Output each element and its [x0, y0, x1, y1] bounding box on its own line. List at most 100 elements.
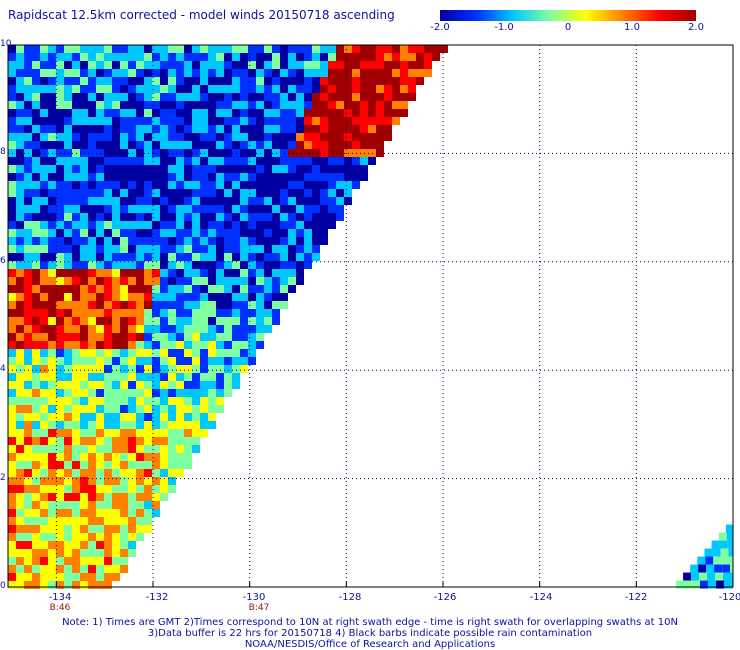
wind-cell — [96, 45, 104, 53]
wind-cell — [723, 580, 732, 589]
wind-cell — [104, 357, 112, 365]
wind-cell — [96, 565, 104, 573]
y-tick-label: 4 — [0, 364, 6, 374]
wind-cell — [72, 277, 80, 285]
wind-cell — [160, 341, 168, 349]
wind-cell — [304, 189, 312, 197]
wind-cell — [128, 101, 136, 109]
wind-cell — [320, 69, 328, 77]
wind-cell — [120, 181, 128, 189]
wind-cell — [216, 117, 224, 125]
wind-cell — [24, 141, 32, 149]
wind-cell — [208, 213, 216, 221]
wind-cell — [120, 117, 128, 125]
wind-cell — [296, 101, 304, 109]
wind-cell — [192, 405, 200, 413]
wind-cell — [96, 557, 104, 565]
wind-cell — [176, 365, 184, 373]
wind-cell — [320, 237, 328, 245]
wind-cell — [224, 189, 232, 197]
wind-cell — [56, 517, 64, 525]
wind-cell — [296, 125, 304, 133]
wind-cell — [360, 165, 368, 173]
wind-cell — [272, 173, 280, 181]
wind-cell — [224, 85, 232, 93]
wind-cell — [128, 205, 136, 213]
wind-cell — [264, 317, 272, 325]
wind-cell — [312, 157, 320, 165]
wind-cell — [136, 285, 144, 293]
wind-cell — [112, 317, 120, 325]
wind-cell — [152, 213, 160, 221]
wind-cell — [288, 277, 296, 285]
wind-cell — [32, 357, 40, 365]
x-tick-label: -126 — [433, 592, 457, 603]
wind-cell — [72, 445, 80, 453]
wind-cell — [40, 541, 48, 549]
wind-cell — [112, 109, 120, 117]
wind-cell — [72, 101, 80, 109]
wind-cell — [24, 477, 32, 485]
wind-cell — [731, 580, 733, 589]
wind-cell — [96, 365, 104, 373]
wind-cell — [192, 317, 200, 325]
wind-cell — [248, 173, 256, 181]
wind-cell — [88, 357, 96, 365]
wind-cell — [48, 509, 56, 517]
wind-cell — [208, 341, 216, 349]
wind-cell — [64, 341, 72, 349]
wind-cell — [40, 477, 48, 485]
wind-cell — [200, 229, 208, 237]
wind-cell — [344, 101, 352, 109]
wind-cell — [72, 317, 80, 325]
wind-cell — [88, 53, 96, 61]
wind-cell — [216, 317, 224, 325]
wind-cell — [248, 341, 256, 349]
wind-cell — [56, 349, 64, 357]
wind-cell — [16, 365, 24, 373]
wind-cell — [88, 45, 96, 53]
wind-cell — [192, 309, 200, 317]
wind-cell — [120, 277, 128, 285]
wind-cell — [344, 61, 352, 69]
wind-cell — [272, 205, 280, 213]
wind-cell — [80, 61, 88, 69]
wind-cell — [232, 245, 240, 253]
wind-cell — [216, 125, 224, 133]
wind-cell — [288, 213, 296, 221]
wind-cell — [144, 477, 152, 485]
wind-cell — [88, 317, 96, 325]
x-tick-label: -128 — [338, 592, 362, 603]
wind-cell — [96, 301, 104, 309]
wind-cell — [192, 237, 200, 245]
wind-cell — [104, 437, 112, 445]
wind-cell — [128, 165, 136, 173]
wind-cell — [80, 229, 88, 237]
wind-cell — [424, 61, 432, 69]
wind-cell — [184, 277, 192, 285]
wind-cell — [256, 53, 264, 61]
wind-cell — [384, 53, 392, 61]
wind-cell — [112, 477, 120, 485]
wind-cell — [144, 261, 152, 269]
wind-cell — [88, 293, 96, 301]
wind-cell — [184, 61, 192, 69]
wind-cell — [192, 293, 200, 301]
wind-cell — [96, 469, 104, 477]
wind-cell — [376, 117, 384, 125]
wind-cell — [136, 189, 144, 197]
wind-cell — [16, 237, 24, 245]
wind-cell — [176, 197, 184, 205]
wind-cell — [64, 93, 72, 101]
wind-cell — [112, 309, 120, 317]
wind-cell — [160, 245, 168, 253]
wind-cell — [416, 69, 424, 77]
wind-cell — [248, 205, 256, 213]
wind-cell — [136, 197, 144, 205]
wind-cell — [176, 301, 184, 309]
wind-cell — [112, 341, 120, 349]
wind-cell — [128, 357, 136, 365]
wind-cell — [168, 389, 176, 397]
wind-cell — [88, 429, 96, 437]
wind-cell — [184, 397, 192, 405]
